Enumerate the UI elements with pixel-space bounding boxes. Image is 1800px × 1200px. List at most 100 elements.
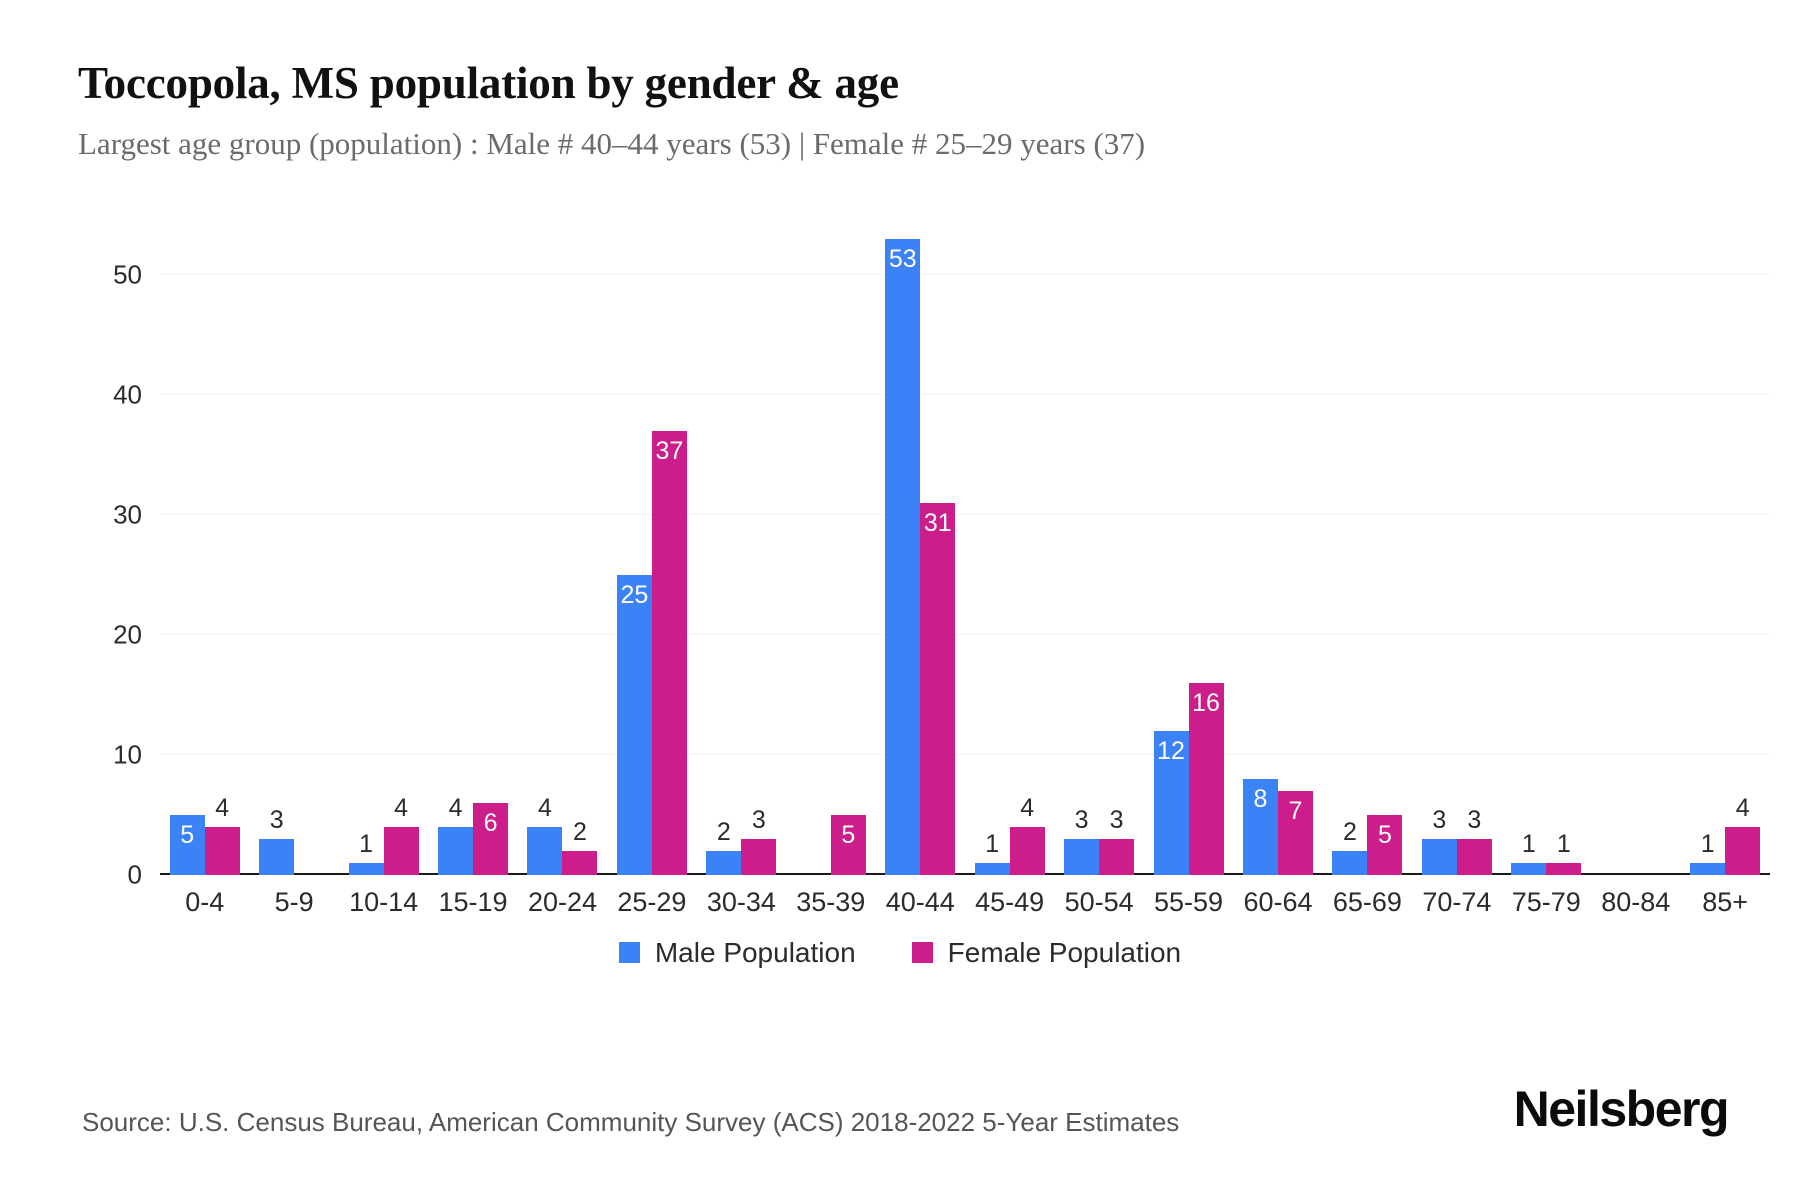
male-bar[interactable]: 4 xyxy=(438,795,474,875)
male-bar-fill xyxy=(885,238,921,875)
x-axis-tick-label: 20-24 xyxy=(527,886,597,917)
x-axis-tick-label: 5-9 xyxy=(274,886,314,917)
female-bar[interactable]: 31 xyxy=(920,502,956,875)
x-axis-tick-label: 0-4 xyxy=(185,886,225,917)
female-bar[interactable]: 4 xyxy=(1009,795,1045,875)
female-bar[interactable]: 4 xyxy=(204,795,240,875)
female-bar-fill xyxy=(1456,838,1492,875)
male-bar-value-label: 1 xyxy=(1521,829,1536,858)
male-bar[interactable]: 8 xyxy=(1242,778,1278,875)
chart-subtitle: Largest age group (population) : Male # … xyxy=(78,126,1146,162)
male-bar-value-label: 1 xyxy=(985,829,1000,858)
bar-group: 5 xyxy=(786,215,875,875)
male-bar[interactable]: 4 xyxy=(527,795,563,875)
female-bar-fill xyxy=(741,838,777,875)
female-bar-fill xyxy=(473,802,509,875)
male-bar-value-label: 4 xyxy=(538,793,552,822)
male-bar[interactable]: 5 xyxy=(169,814,205,875)
female-bar[interactable]: 4 xyxy=(1725,795,1761,875)
male-bar[interactable]: 25 xyxy=(616,574,652,875)
female-bar-fill xyxy=(920,502,956,875)
female-bar-value-label: 6 xyxy=(483,808,498,837)
x-axis-tick-label: 60-64 xyxy=(1243,886,1313,917)
bar-group: 53 31 xyxy=(876,215,965,875)
male-bar-fill xyxy=(1511,862,1547,875)
female-bar-value-label: 4 xyxy=(394,793,409,822)
female-bar[interactable]: 2 xyxy=(562,819,598,875)
x-axis-labels: 0-4 5-9 10-14 15-19 20-24 25-29 30-34 35-39 40-4… xyxy=(160,875,1770,918)
bar-groups: 5 4 3 1 4 4 6 4 2 25 37 2 3 5 53 31 1 4 3 3 12 16 8 7 2 5 3 3 1 1 1 4 xyxy=(160,215,1770,875)
female-bar-fill xyxy=(1277,790,1313,875)
female-bar-value-label: 4 xyxy=(1020,793,1035,822)
female-bar[interactable]: 37 xyxy=(651,430,687,875)
legend-label: Female Population xyxy=(947,936,1182,968)
legend-item[interactable]: Female Population xyxy=(911,936,1182,969)
female-bar[interactable]: 5 xyxy=(1367,814,1403,875)
female-bar[interactable]: 1 xyxy=(1546,831,1582,875)
male-bar[interactable]: 1 xyxy=(974,831,1010,875)
female-bar[interactable]: 4 xyxy=(383,795,419,875)
female-bar-fill xyxy=(830,814,866,875)
x-axis-tick-label: 80-84 xyxy=(1601,886,1671,917)
female-bar-value-label: 37 xyxy=(655,436,684,465)
bar-group: 12 16 xyxy=(1144,215,1233,875)
male-bar[interactable]: 3 xyxy=(259,807,295,875)
male-bar[interactable]: 2 xyxy=(706,819,742,875)
female-bar-fill xyxy=(204,826,240,875)
x-axis-tick-label: 45-49 xyxy=(975,886,1045,917)
male-bar[interactable]: 1 xyxy=(1511,831,1547,875)
brand-logo: Neilsberg xyxy=(1513,1081,1730,1137)
male-bar-value-label: 2 xyxy=(1342,817,1357,846)
female-bar-value-label: 16 xyxy=(1192,688,1220,717)
female-bar[interactable]: 3 xyxy=(741,807,777,875)
male-bar-fill xyxy=(348,862,384,875)
female-bar-value-label: 5 xyxy=(1377,820,1392,849)
female-bar[interactable]: 6 xyxy=(473,802,509,875)
x-axis-tick-label: 15-19 xyxy=(438,886,508,917)
male-bar-fill xyxy=(1690,862,1726,875)
male-bar-value-label: 2 xyxy=(716,817,731,846)
female-bar[interactable]: 3 xyxy=(1456,807,1492,875)
male-bar[interactable]: 3 xyxy=(1421,807,1457,875)
female-bar-fill xyxy=(1188,682,1224,875)
male-bar-fill xyxy=(438,826,474,875)
bar-group: 25 37 xyxy=(607,215,696,875)
male-bar-value-label: 8 xyxy=(1253,784,1268,813)
male-bar-fill xyxy=(1242,778,1278,875)
male-bar[interactable]: 53 xyxy=(885,238,921,875)
female-bar-fill xyxy=(562,850,598,875)
female-bar-fill xyxy=(1099,838,1135,875)
legend-item[interactable]: Male Population xyxy=(618,937,856,969)
male-bar[interactable]: 12 xyxy=(1153,730,1189,875)
female-bar-fill xyxy=(383,826,419,875)
x-axis-tick-label: 25-29 xyxy=(617,886,687,917)
chart-header: Toccopola, MS population by gender & age… xyxy=(0,0,1800,163)
bar-group: 3 xyxy=(249,215,338,875)
male-bar-value-label: 12 xyxy=(1157,736,1185,765)
legend-swatch-icon xyxy=(618,942,640,964)
female-bar[interactable]: 5 xyxy=(830,814,866,875)
female-bar[interactable]: 16 xyxy=(1188,682,1224,875)
male-bar[interactable]: 2 xyxy=(1332,819,1368,875)
male-bar[interactable]: 1 xyxy=(1690,831,1726,875)
female-bar[interactable]: 7 xyxy=(1277,790,1313,875)
y-axis-tick-label: 20 xyxy=(113,619,142,650)
female-bar-value-label: 1 xyxy=(1556,829,1571,858)
female-bar-value-label: 4 xyxy=(1735,793,1750,822)
male-bar[interactable]: 1 xyxy=(348,831,384,875)
female-bar-value-label: 2 xyxy=(573,817,587,846)
female-bar-value-label: 3 xyxy=(751,805,766,834)
male-bar[interactable]: 3 xyxy=(1064,807,1100,875)
y-axis-tick-label: 50 xyxy=(113,259,142,290)
source-note: Source: U.S. Census Bureau, American Com… xyxy=(82,1107,1180,1137)
male-bar-fill xyxy=(1421,838,1457,875)
female-bar-value-label: 5 xyxy=(841,820,856,849)
male-bar-value-label: 1 xyxy=(359,829,374,858)
female-bar[interactable]: 3 xyxy=(1099,807,1135,875)
bar-group xyxy=(1591,215,1680,875)
